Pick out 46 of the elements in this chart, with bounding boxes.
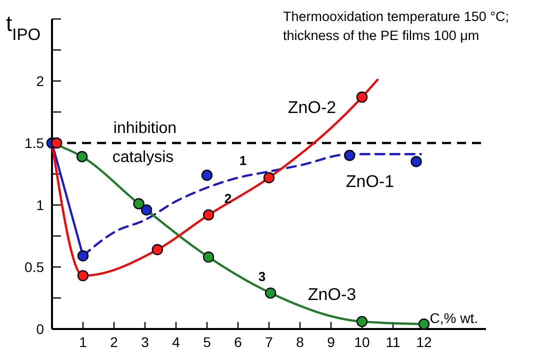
x-tick-label: 8 xyxy=(296,334,304,350)
point xyxy=(76,151,88,162)
annotation: inhibition xyxy=(113,120,177,137)
y-tick-label: 1 xyxy=(36,197,44,213)
y-tick-label: 0.5 xyxy=(24,259,44,275)
point xyxy=(263,172,275,184)
y-tick-label: 0 xyxy=(36,321,44,337)
x-tick-label: 11 xyxy=(386,334,400,350)
point xyxy=(264,287,276,299)
y-tick-label: 1.5 xyxy=(24,135,44,151)
annotation: 1 xyxy=(239,153,247,168)
point xyxy=(356,92,368,103)
point xyxy=(356,316,368,328)
point xyxy=(77,270,89,282)
point xyxy=(201,170,213,181)
annotation: catalysis xyxy=(112,149,174,166)
point xyxy=(51,137,62,149)
point xyxy=(133,198,144,210)
annotation: ZnO-2 xyxy=(288,98,336,117)
annotation: ZnO-3 xyxy=(308,285,356,304)
x-tick-label: 5 xyxy=(203,334,212,350)
x-tick-label: 4 xyxy=(172,334,180,350)
point xyxy=(140,204,152,216)
x-tick-label: 12 xyxy=(416,334,432,350)
x-tick-label: 7 xyxy=(265,334,274,350)
x-tick-label: 3 xyxy=(141,334,150,350)
x-tick-label: 1 xyxy=(79,334,88,350)
y-tick-label: 2 xyxy=(36,73,44,89)
x-tick-label: 2 xyxy=(110,334,118,350)
x-tick-label: 6 xyxy=(234,334,242,350)
point xyxy=(344,150,356,161)
x-axis-title: C,% wt. xyxy=(430,310,478,326)
point xyxy=(202,209,214,221)
x-tick-label: 10 xyxy=(354,334,370,350)
point xyxy=(152,244,163,256)
point xyxy=(202,251,214,263)
text: thickness of the PE films 100 μm xyxy=(283,28,480,43)
point xyxy=(418,318,430,330)
x-tick-label: 9 xyxy=(327,334,336,350)
point xyxy=(410,156,422,168)
y-axis-title: t$_{IPO}$ xyxy=(6,11,41,44)
annotation: ZnO-1 xyxy=(346,172,394,191)
point xyxy=(77,250,89,262)
annotation: 2 xyxy=(224,191,232,206)
chart-title: Thermooxidation temperature 150 °C; xyxy=(283,9,510,24)
annotation: 3 xyxy=(258,269,266,284)
